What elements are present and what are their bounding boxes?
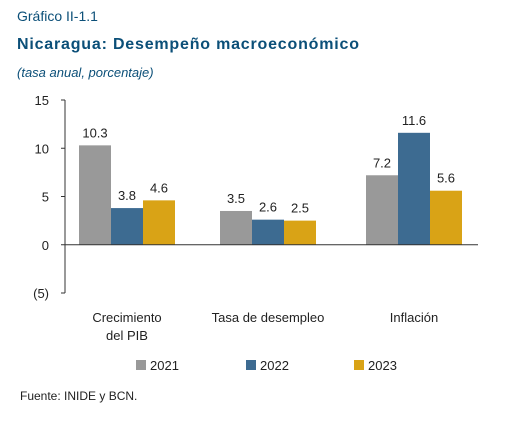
source-note: Fuente: INIDE y BCN. — [20, 389, 138, 403]
data-label: 3.8 — [118, 188, 136, 203]
legend-label-2021: 2021 — [150, 358, 179, 373]
chart-subtitle: (tasa anual, porcentaje) — [17, 65, 154, 80]
bar-2023-2 — [430, 190, 462, 245]
category-label: Inflación — [390, 310, 438, 325]
legend-swatch-2021 — [136, 360, 146, 370]
data-label: 4.6 — [150, 180, 168, 195]
y-tick-label: 15 — [35, 93, 49, 108]
category-label: Tasa de desempleo — [212, 310, 325, 325]
data-label: 10.3 — [82, 125, 107, 140]
legend-swatch-2023 — [354, 360, 364, 370]
y-tick-label: (5) — [33, 286, 49, 301]
bar-2021-1 — [220, 210, 252, 245]
y-tick-label: 5 — [42, 190, 49, 205]
bar-2021-0 — [79, 145, 111, 245]
chart-title: Nicaragua: Desempeño macroeconómico — [17, 36, 360, 53]
bar-2021-2 — [366, 175, 398, 245]
bar-2023-0 — [143, 200, 175, 245]
data-label: 2.6 — [259, 200, 277, 215]
bar-2023-1 — [284, 220, 316, 245]
data-label: 5.6 — [437, 171, 455, 186]
bar-2022-1 — [252, 219, 284, 245]
data-label: 2.5 — [291, 201, 309, 216]
data-label: 7.2 — [373, 155, 391, 170]
chart-label: Gráfico II-1.1 — [17, 8, 98, 24]
y-tick-label: 10 — [35, 141, 49, 156]
data-label: 11.6 — [402, 113, 426, 128]
legend-label-2022: 2022 — [260, 358, 289, 373]
bar-2022-2 — [398, 132, 430, 245]
legend-label-2023: 2023 — [368, 358, 397, 373]
legend-swatch-2022 — [246, 360, 256, 370]
data-label: 3.5 — [227, 191, 245, 206]
y-tick-label: 0 — [42, 238, 49, 253]
category-label: Crecimiento — [92, 310, 161, 325]
bar-2022-0 — [111, 208, 143, 245]
category-label: del PIB — [106, 328, 148, 343]
